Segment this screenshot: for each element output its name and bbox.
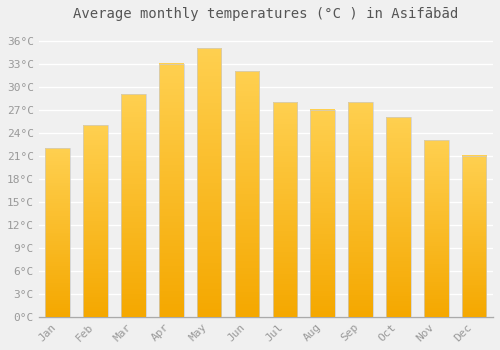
Bar bbox=[84, 125, 108, 317]
Title: Average monthly temperatures (°C ) in Asifābād: Average monthly temperatures (°C ) in As… bbox=[74, 7, 458, 21]
Bar bbox=[46, 148, 70, 317]
Bar bbox=[121, 94, 146, 317]
Bar bbox=[348, 102, 373, 317]
Bar bbox=[159, 64, 184, 317]
Bar bbox=[310, 110, 335, 317]
Bar bbox=[386, 117, 410, 317]
Bar bbox=[234, 71, 260, 317]
Bar bbox=[272, 102, 297, 317]
Bar bbox=[462, 156, 486, 317]
Bar bbox=[424, 140, 448, 317]
Bar bbox=[197, 48, 222, 317]
